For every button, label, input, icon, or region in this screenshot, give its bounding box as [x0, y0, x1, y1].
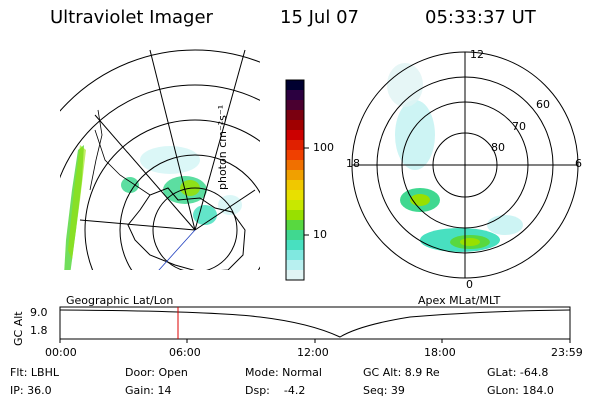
altitude-tick-9: 9.0 — [30, 306, 48, 319]
mlat-label-70: 70 — [512, 120, 526, 133]
time-tick-0000: 00:00 — [45, 346, 77, 359]
seq-info: Seq: 39 — [363, 384, 405, 397]
ip-info: IP: 36.0 — [10, 384, 52, 397]
apex-map-label: Apex MLat/MLT — [418, 294, 501, 307]
altitude-plot — [59, 306, 571, 343]
mlt-label-12: 12 — [470, 48, 484, 61]
time-tick-1200: 12:00 — [297, 346, 329, 359]
colorbar-cell — [286, 100, 304, 111]
glon-info: GLon: 184.0 — [487, 384, 554, 397]
colorbar-cell — [286, 250, 304, 261]
dsp-info: Dsp: -4.2 — [245, 384, 306, 397]
mode-info: Mode: Normal — [245, 366, 322, 379]
altitude-tick-1.8: 1.8 — [30, 324, 48, 337]
door-info: Door: Open — [125, 366, 188, 379]
mlt-label-18: 18 — [346, 157, 360, 170]
aurora-emission-right — [387, 63, 523, 252]
colorbar-cell — [286, 120, 304, 131]
gc-alt-info: GC Alt: 8.9 Re — [363, 366, 440, 379]
date-label: 15 Jul 07 — [280, 7, 359, 28]
time-tick-1800: 18:00 — [424, 346, 456, 359]
colorbar-cell — [286, 160, 304, 171]
colorbar-cell — [286, 260, 304, 271]
colorbar-cell — [286, 190, 304, 201]
antarctica-coastline — [127, 187, 246, 270]
colorbar-cell — [286, 90, 304, 101]
mlat-label-80: 80 — [491, 141, 505, 154]
geographic-map — [60, 49, 260, 270]
colorbar-cell — [286, 180, 304, 191]
colorbar-cell — [286, 240, 304, 251]
colorbar-cell — [286, 80, 304, 91]
colorbar — [285, 79, 309, 281]
colorbar-label: photon cm⁻²s⁻¹ — [216, 104, 229, 190]
colorbar-cell — [286, 130, 304, 141]
gain-info: Gain: 14 — [125, 384, 172, 397]
colorbar-tick-100: 100 — [313, 141, 334, 154]
instrument-title: Ultraviolet Imager — [50, 7, 213, 28]
colorbar-cell — [286, 140, 304, 151]
colorbar-cell — [286, 110, 304, 121]
colorbar-cell — [286, 270, 304, 281]
colorbar-cell — [286, 150, 304, 161]
mlat-label-60: 60 — [536, 98, 550, 111]
apex-mlat-mlt-map — [351, 51, 579, 279]
time-tick-0600: 06:00 — [169, 346, 201, 359]
geographic-map-label: Geographic Lat/Lon — [66, 294, 174, 307]
time-label: 05:33:37 UT — [425, 7, 536, 28]
colorbar-cell — [286, 220, 304, 231]
time-tick-2359: 23:59 — [551, 346, 583, 359]
colorbar-cell — [286, 210, 304, 221]
colorbar-cell — [286, 230, 304, 241]
colorbar-tick-10: 10 — [313, 228, 327, 241]
filter-info: Flt: LBHL — [10, 366, 59, 379]
colorbar-cell — [286, 200, 304, 211]
altitude-axis-label: GC Alt — [12, 311, 25, 346]
colorbar-cell — [286, 170, 304, 181]
mlt-label-6: 6 — [575, 157, 582, 170]
glat-info: GLat: -64.8 — [487, 366, 549, 379]
mlt-label-0: 0 — [466, 278, 473, 291]
